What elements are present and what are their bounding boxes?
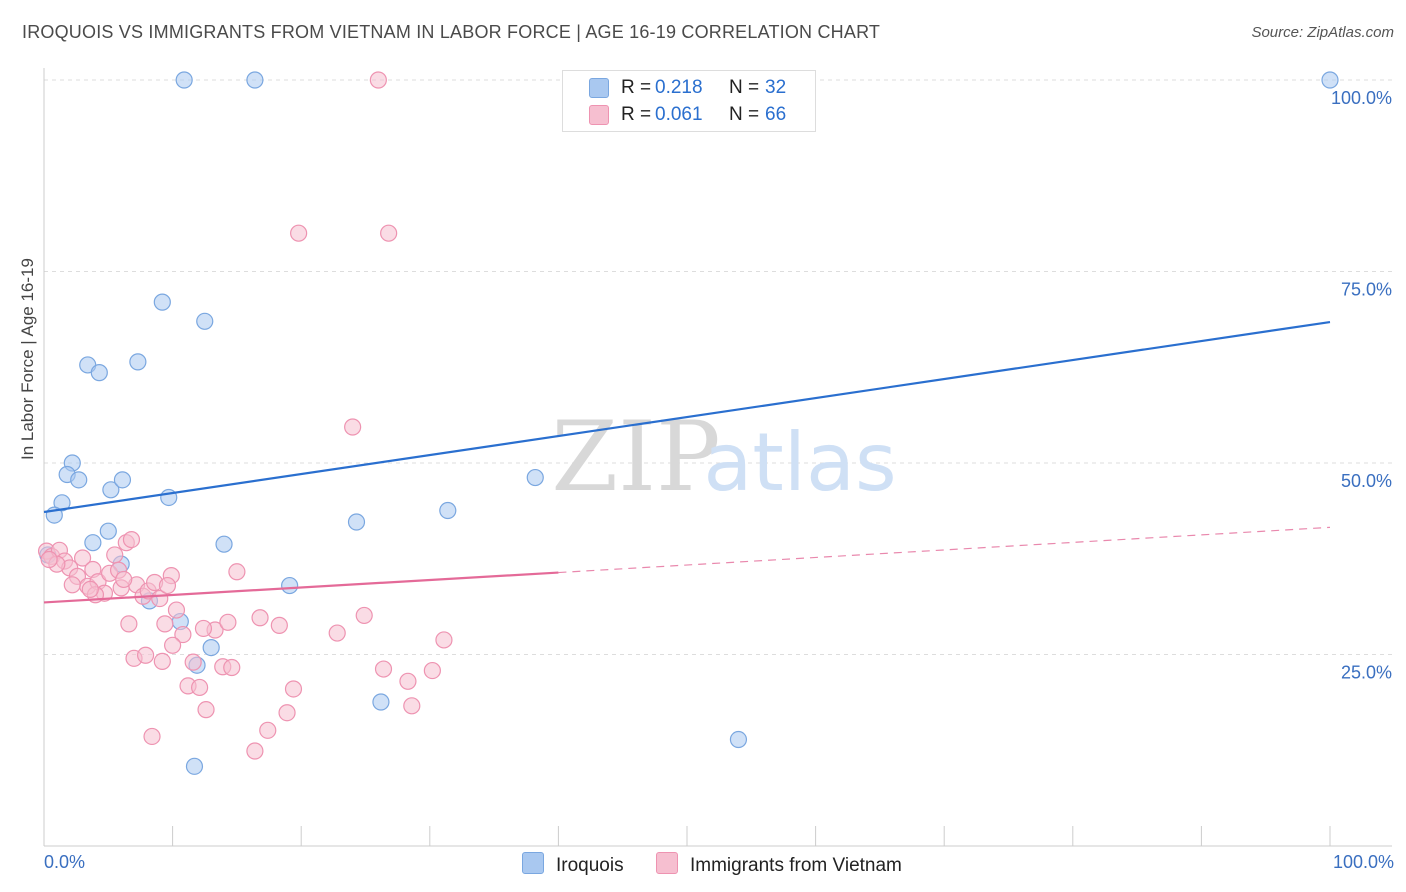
x-tick-label-max: 100.0% xyxy=(1332,852,1394,872)
point-vietnam xyxy=(290,224,308,242)
point-vietnam xyxy=(259,721,277,739)
point-vietnam xyxy=(219,613,237,631)
point-vietnam xyxy=(284,680,303,698)
stats-legend-row-iroquois: R = 0.218 N = 32 xyxy=(563,75,815,101)
watermark-zip: ZIP xyxy=(551,401,720,513)
point-iroquois xyxy=(84,534,102,552)
stats-legend: R = 0.218 N = 32 R = 0.061 N = 66 xyxy=(562,70,816,132)
point-vietnam xyxy=(380,224,398,242)
point-vietnam xyxy=(246,742,264,760)
point-iroquois xyxy=(99,522,117,540)
point-vietnam xyxy=(120,615,138,633)
n-value: 32 xyxy=(765,77,787,98)
series-legend: Iroquois Immigrants from Vietnam xyxy=(0,852,1406,878)
point-vietnam xyxy=(374,660,393,678)
r-value: 0.218 xyxy=(655,77,703,98)
point-vietnam xyxy=(122,530,141,549)
point-vietnam xyxy=(270,616,288,634)
chart-source: Source: ZipAtlas.com xyxy=(1251,24,1394,41)
point-vietnam xyxy=(344,418,362,436)
watermark-atlas: atlas xyxy=(703,416,896,509)
point-iroquois xyxy=(202,639,220,657)
r-label: R = xyxy=(621,77,652,98)
point-vietnam xyxy=(136,646,155,664)
y-tick-label: 75.0% xyxy=(1341,280,1392,300)
x-tick-label-min: 0.0% xyxy=(44,852,86,872)
point-vietnam xyxy=(403,697,421,715)
y-tick-label: 100.0% xyxy=(1331,88,1392,108)
iroquois-swatch xyxy=(589,78,609,98)
point-iroquois xyxy=(113,471,132,489)
point-vietnam xyxy=(251,609,269,627)
point-iroquois xyxy=(1321,71,1339,89)
point-vietnam xyxy=(158,576,177,595)
point-vietnam xyxy=(153,652,171,670)
n-value: 66 xyxy=(765,104,787,125)
point-iroquois xyxy=(185,757,204,775)
vietnam-swatch xyxy=(589,105,609,125)
iroquois-legend-swatch xyxy=(522,852,544,874)
point-vietnam xyxy=(369,71,387,89)
n-label: N = xyxy=(729,104,760,125)
point-vietnam xyxy=(278,704,296,722)
point-iroquois xyxy=(102,481,120,499)
n-label: N = xyxy=(729,77,760,98)
point-vietnam xyxy=(73,549,92,567)
point-iroquois xyxy=(129,353,147,371)
trendline-iroquois xyxy=(43,320,1331,514)
point-vietnam xyxy=(328,624,346,642)
point-iroquois xyxy=(246,71,264,89)
point-iroquois xyxy=(439,501,457,520)
point-vietnam xyxy=(143,727,161,746)
point-vietnam xyxy=(156,615,174,633)
point-vietnam xyxy=(106,546,124,564)
point-vietnam xyxy=(197,701,215,719)
y-axis-label: In Labor Force | Age 16-19 xyxy=(18,258,37,460)
point-vietnam xyxy=(194,619,213,638)
legend-item-vietnam: Immigrants from Vietnam xyxy=(656,852,902,877)
r-label: R = xyxy=(621,104,652,125)
y-tick-label: 50.0% xyxy=(1341,471,1392,491)
vietnam-legend-swatch xyxy=(656,852,678,874)
trendline-vietnam-extension xyxy=(558,526,1331,574)
point-vietnam xyxy=(40,550,58,569)
point-iroquois xyxy=(175,71,193,89)
point-vietnam xyxy=(355,606,373,625)
point-vietnam xyxy=(81,580,99,598)
point-vietnam xyxy=(423,661,441,680)
point-vietnam xyxy=(63,576,81,594)
point-vietnam xyxy=(223,658,241,677)
point-iroquois xyxy=(372,693,390,711)
legend-label-iroquois: Iroquois xyxy=(556,855,624,876)
point-iroquois xyxy=(53,494,71,512)
legend-item-iroquois: Iroquois xyxy=(522,852,624,877)
point-vietnam xyxy=(115,570,133,589)
point-vietnam xyxy=(399,672,417,690)
stats-legend-row-vietnam: R = 0.061 N = 66 xyxy=(563,102,815,128)
point-vietnam xyxy=(435,631,453,649)
point-iroquois xyxy=(196,312,214,330)
r-value: 0.061 xyxy=(655,104,703,125)
point-vietnam xyxy=(184,653,202,671)
point-vietnam xyxy=(174,625,192,644)
point-vietnam xyxy=(164,636,182,654)
point-iroquois xyxy=(347,513,366,531)
chart-title: IROQUOIS VS IMMIGRANTS FROM VIETNAM IN L… xyxy=(22,22,881,42)
point-iroquois xyxy=(729,730,748,749)
point-vietnam xyxy=(167,601,186,619)
point-iroquois xyxy=(281,576,299,595)
point-iroquois xyxy=(526,468,544,487)
point-iroquois xyxy=(90,364,108,382)
point-iroquois xyxy=(153,293,171,311)
point-iroquois xyxy=(70,471,88,489)
point-vietnam xyxy=(191,678,209,697)
point-vietnam xyxy=(228,563,246,581)
y-tick-label: 25.0% xyxy=(1341,663,1392,683)
trendline-vietnam xyxy=(43,571,559,604)
legend-label-vietnam: Immigrants from Vietnam xyxy=(690,855,902,876)
point-iroquois xyxy=(215,535,233,553)
